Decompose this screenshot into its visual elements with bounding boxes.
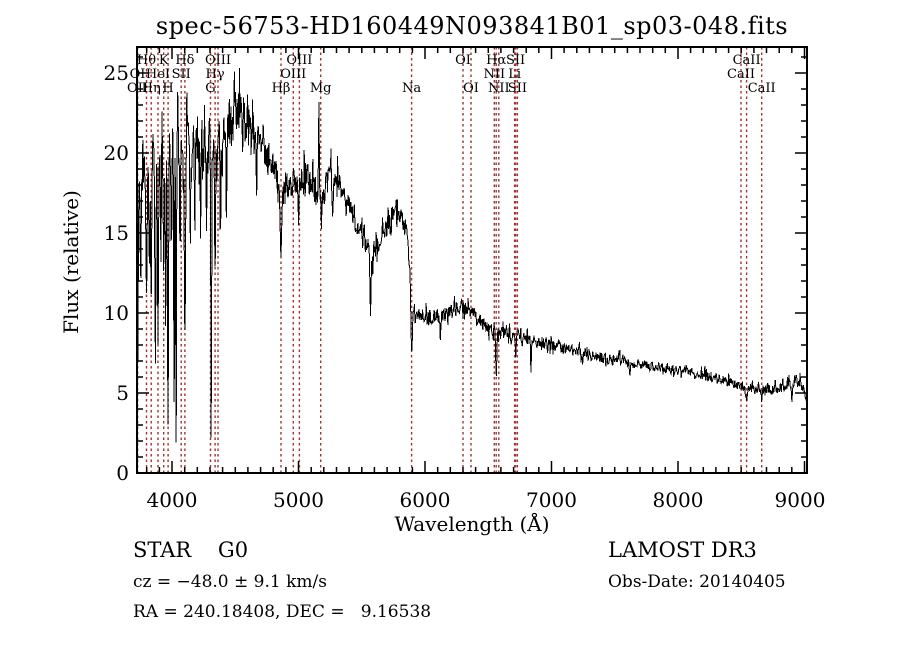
x-tick-label: 4000 [147,488,198,512]
spectral-line-label: G [205,81,215,96]
y-tick-label: 5 [116,381,129,405]
plot-title: spec-56753-HD160449N093841B01_sp03-048.f… [155,12,789,40]
spectral-line-label: NII [483,67,505,82]
radial-velocity-value: cz = −48.0 ± 9.1 km/s [133,572,327,592]
x-axis-title: Wavelength (Å) [394,512,550,536]
y-tick-label: 0 [116,461,129,485]
spectral-line-label: SII [508,81,527,96]
x-tick-label: 6000 [400,488,451,512]
spectral-line-label: Li [508,67,521,82]
y-tick-label: 25 [104,61,129,85]
object-class-label: STAR G0 [133,538,249,562]
spectral-line-label: Hβ [272,81,291,96]
x-tick-label: 9000 [775,488,826,512]
spectral-line-label: K [159,53,169,68]
spectral-line-label: CaII [733,53,761,68]
y-tick-label: 20 [104,141,129,165]
spectral-line-label: CaII [748,81,776,96]
x-tick-label: 8000 [653,488,704,512]
obs-date-label: Obs-Date: 20140405 [608,572,786,592]
spectral-line-label: Hθ [137,53,156,68]
spectral-line-label: OI [130,67,146,82]
spectral-line-label: Hγ [206,67,225,82]
spectral-line-label: OII [127,81,148,96]
y-axis-title: Flux (relative) [59,190,83,334]
spectral-line-label: HeI [146,67,170,82]
spectral-line-label: H [162,81,173,96]
spectrum-trace [136,68,808,467]
axes-box [136,46,808,474]
spectral-line-label: OIII [280,67,306,82]
spectral-line-label: Hδ [175,53,194,68]
spectral-line-label: Hη [142,81,161,96]
survey-release-label: LAMOST DR3 [608,538,757,562]
ra-dec-value: RA = 240.18408, DEC = 9.16538 [133,602,432,622]
x-tick-label: 7000 [526,488,577,512]
spectral-line-label: OIII [205,53,231,68]
spectral-line-label: SII [506,53,525,68]
x-tick-label: 5000 [273,488,324,512]
y-tick-label: 10 [104,301,129,325]
spectral-line-label: Mg [310,81,332,96]
spectral-line-label: CaII [727,67,755,82]
spectral-line-label: Hα [486,53,506,68]
spectral-line-label: OIII [286,53,312,68]
y-tick-label: 15 [104,221,129,245]
spectral-line-label: OI [463,81,479,96]
spectral-line-label: SII [172,67,191,82]
spectral-line-label: NII [488,81,510,96]
spectral-line-label: OI [455,53,471,68]
spectral-line-label: Na [402,81,421,96]
